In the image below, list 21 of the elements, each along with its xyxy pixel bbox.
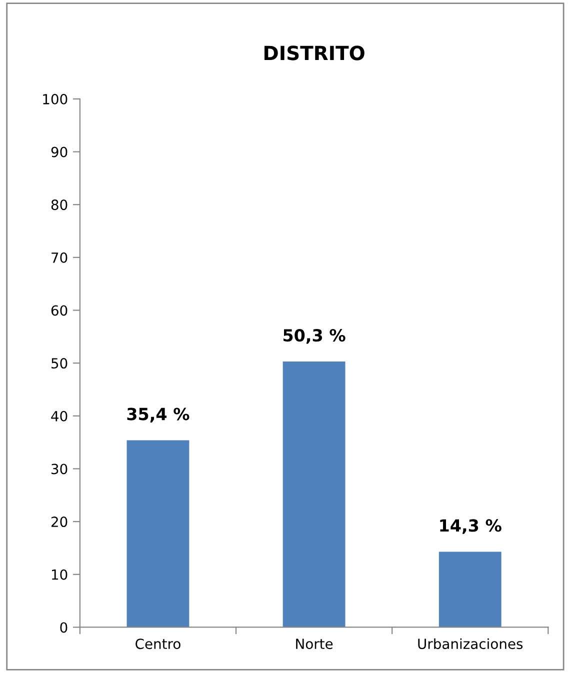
x-tick-label: Urbanizaciones	[418, 638, 523, 650]
y-tick-label: 90	[51, 146, 68, 158]
chart-title: DISTRITO	[264, 46, 364, 60]
y-tick-label: 0	[60, 622, 68, 633]
y-tick-label: 100	[43, 94, 68, 104]
y-tick-label: 10	[52, 569, 68, 580]
y-tick-label: 30	[52, 464, 68, 474]
y-tick-label: 40	[51, 410, 68, 422]
y-tick-label: 50	[52, 358, 68, 369]
y-tick-label: 80	[51, 200, 68, 210]
y-tick-label: 60	[51, 305, 68, 316]
bar	[282, 362, 346, 628]
data-label: 50,3 %	[284, 328, 346, 344]
x-tick-label: Centro	[136, 638, 180, 650]
data-label: 35,4 %	[127, 408, 190, 422]
y-tick-label: 70	[52, 252, 68, 263]
bar	[438, 552, 502, 628]
data-label: 14,3 %	[440, 519, 502, 534]
y-tick-label: 20	[51, 516, 68, 528]
x-tick-label: Norte	[296, 638, 333, 650]
bar	[126, 440, 190, 628]
